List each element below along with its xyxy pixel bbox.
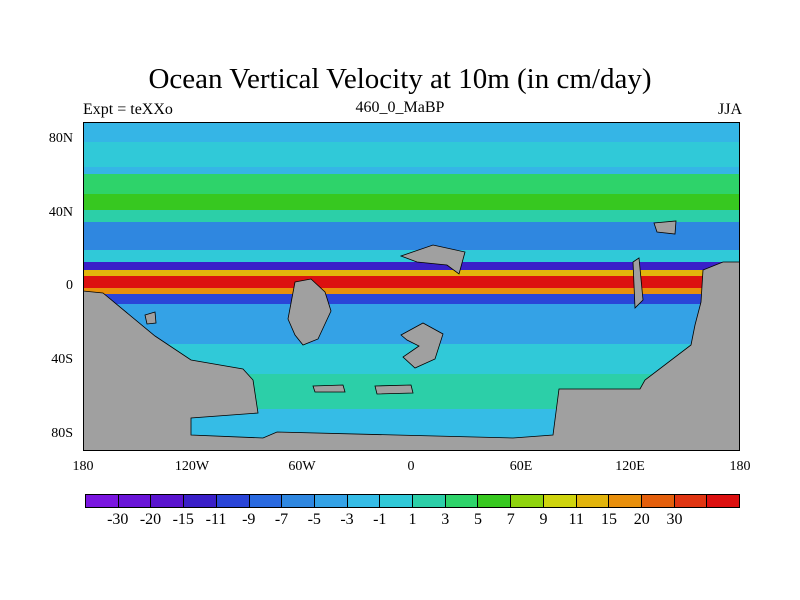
colorbar-box <box>609 495 642 507</box>
western-islet <box>144 311 157 325</box>
colorbar-label: -20 <box>139 511 162 528</box>
x-tick-label: 60W <box>288 459 316 474</box>
colorbar <box>85 494 740 508</box>
colorbar-label: -5 <box>307 511 321 528</box>
y-tick-label: 0 <box>66 278 73 293</box>
north-upwelling-band <box>83 174 740 194</box>
central-island <box>400 322 444 369</box>
colorbar-box <box>478 495 512 507</box>
colorbar-box <box>282 495 315 507</box>
colorbar-box <box>347 495 381 507</box>
colorbar-label: -1 <box>373 511 387 528</box>
colorbar-label: 3 <box>441 511 450 528</box>
colorbar-label: 9 <box>539 511 548 528</box>
arctic-band <box>83 142 740 167</box>
colorbar-label: 5 <box>474 511 482 528</box>
east-strip <box>632 257 644 309</box>
colorbar-box <box>674 495 708 507</box>
colorbar-label: 11 <box>568 511 584 528</box>
y-tick-label: 40S <box>51 352 73 367</box>
equatorial-landmass <box>287 278 332 346</box>
velocity-field-svg <box>83 122 740 451</box>
season-label: JJA <box>717 101 742 118</box>
equator-upwelling <box>83 276 740 288</box>
colorbar-box <box>314 495 348 507</box>
x-tick-label: 120E <box>615 459 645 474</box>
x-tick-label: 180 <box>72 459 94 474</box>
colorbar-label: 30 <box>666 511 683 528</box>
y-tick-label: 80S <box>51 426 73 441</box>
colorbar-box <box>413 495 446 507</box>
period-label: 460_0_MaBP <box>355 99 445 116</box>
small-southern-island-b <box>312 384 346 393</box>
colorbar-label: -7 <box>274 511 289 528</box>
colorbar-box <box>249 495 283 507</box>
colorbar-box <box>511 495 544 507</box>
colorbar-box <box>184 495 217 507</box>
colorbar-label: 15 <box>601 511 617 528</box>
equator-upwelling-edge-south <box>83 288 740 294</box>
colorbar-box <box>216 495 250 507</box>
y-tick-label: 40N <box>48 205 73 220</box>
colorbar-label: -15 <box>172 511 194 528</box>
north-equator-downwelling <box>83 262 740 270</box>
x-tick-label: 0 <box>407 459 415 474</box>
x-tick-label: 60E <box>509 459 533 474</box>
north-mid-band <box>83 210 740 222</box>
north-upwelling-band-strong <box>83 194 740 210</box>
velocity-map <box>83 122 740 451</box>
colorbar-label: -30 <box>107 511 129 528</box>
colorbar-box <box>707 495 740 507</box>
colorbar-label: 1 <box>408 511 417 528</box>
south-equator-downwelling <box>83 294 740 304</box>
x-tick-label: 180 <box>729 459 751 474</box>
colorbar-label: 7 <box>506 511 515 528</box>
x-tick-label: 120W <box>174 459 210 474</box>
y-tick-label: 80N <box>48 131 73 146</box>
experiment-label: Expt = teXXo <box>83 101 173 118</box>
equator-upwelling-edge <box>83 270 740 276</box>
northern-island <box>399 244 466 275</box>
northeast-islet <box>653 220 677 235</box>
southern-continent <box>83 261 740 451</box>
colorbar-label: -3 <box>340 511 354 528</box>
colorbar-box <box>380 495 414 507</box>
colorbar-box <box>543 495 577 507</box>
colorbar-box <box>445 495 479 507</box>
colorbar-box <box>151 495 185 507</box>
colorbar-box <box>576 495 610 507</box>
small-southern-island-a <box>374 384 414 395</box>
colorbar-box <box>641 495 675 507</box>
colorbar-label: -9 <box>242 511 256 528</box>
colorbar-box <box>118 495 152 507</box>
subtropical-downwelling-band <box>83 222 740 250</box>
map-title: Ocean Vertical Velocity at 10m (in cm/da… <box>148 63 652 95</box>
colorbar-label: -11 <box>205 511 227 528</box>
colorbar-label: 20 <box>633 511 650 528</box>
colorbar-box <box>86 495 119 507</box>
